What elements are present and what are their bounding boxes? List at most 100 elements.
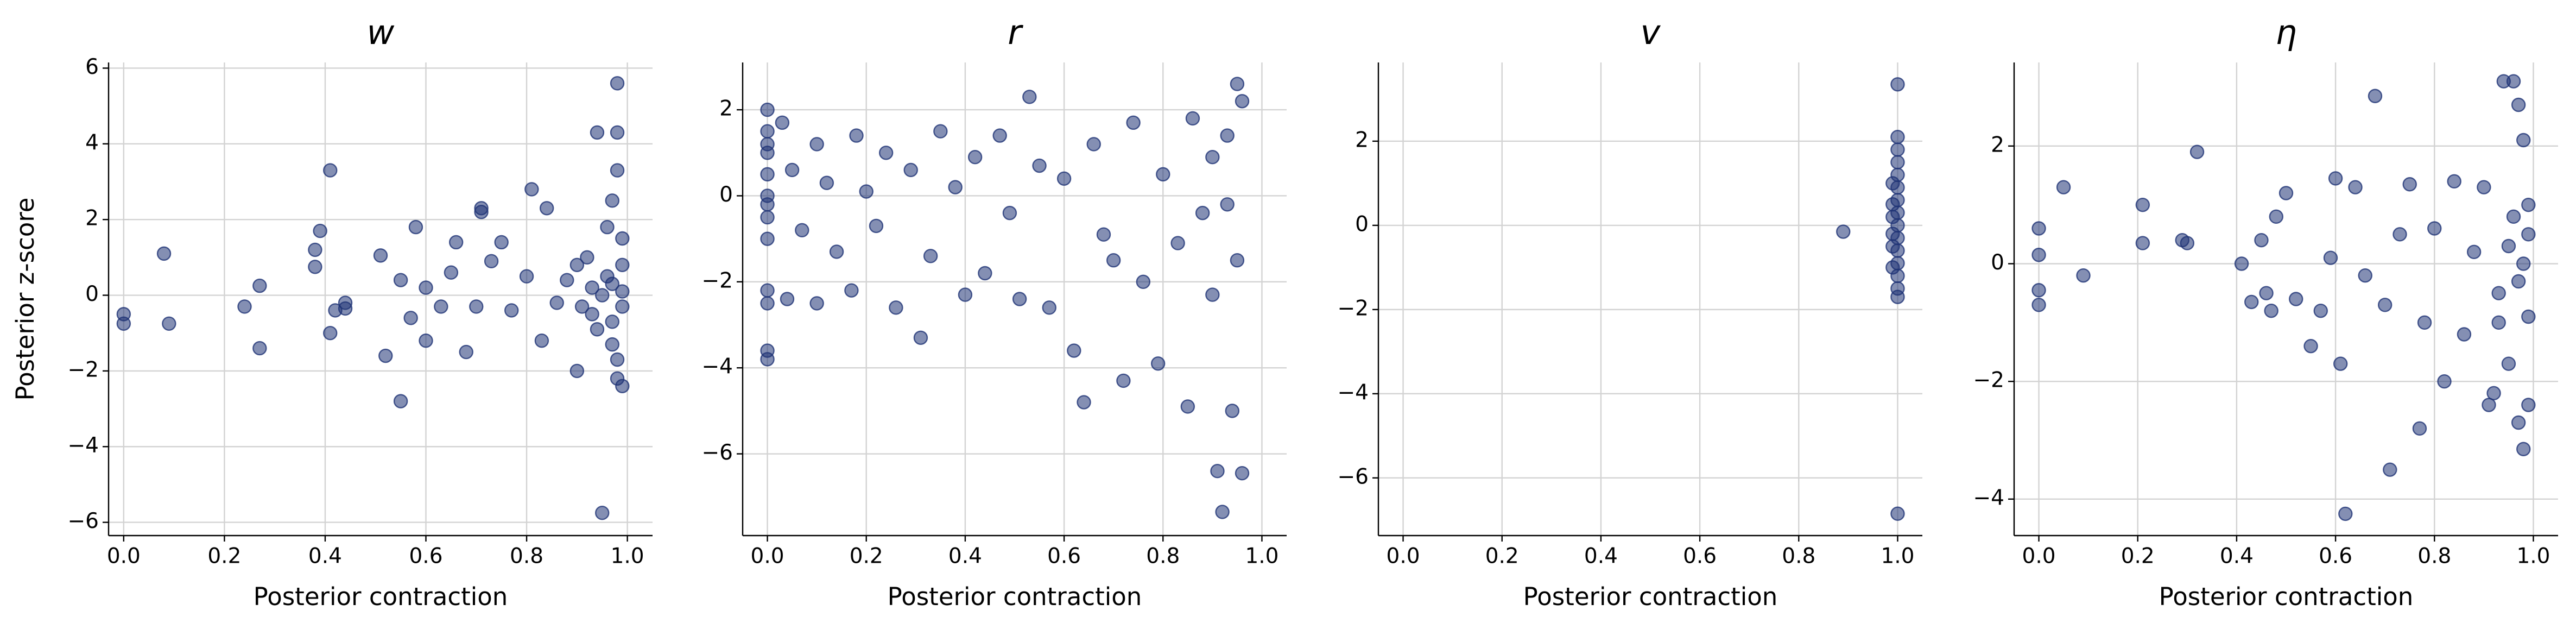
x-tick-label: 0.4: [308, 544, 342, 569]
point: [869, 218, 884, 234]
point: [1220, 128, 1235, 143]
point: [308, 260, 322, 274]
point: [1885, 176, 1900, 191]
point: [1205, 287, 1220, 302]
point: [1885, 239, 1900, 254]
point: [585, 280, 599, 295]
subplot-title: w: [367, 12, 395, 52]
point: [600, 269, 615, 284]
point: [600, 219, 615, 235]
point: [2278, 186, 2294, 200]
point: [809, 137, 824, 152]
point: [1056, 171, 1072, 186]
point: [393, 394, 408, 408]
point: [1042, 300, 1056, 315]
point: [615, 284, 630, 299]
point: [1220, 197, 1235, 212]
point: [1890, 142, 1905, 157]
point: [2259, 286, 2274, 300]
point: [2180, 236, 2195, 250]
y-tick-label: 4: [85, 130, 99, 155]
x-tick-label: 1.0: [611, 544, 644, 569]
point: [2323, 250, 2338, 265]
point: [2501, 356, 2516, 371]
point: [2289, 292, 2303, 306]
point: [2506, 74, 2521, 89]
point: [1150, 356, 1166, 371]
y-tick-label: −6: [68, 509, 99, 533]
point: [1836, 224, 1851, 239]
point: [580, 250, 594, 265]
y-tick-label: −4: [1338, 380, 1369, 405]
point: [1185, 111, 1200, 126]
point: [2333, 356, 2348, 371]
point: [933, 124, 948, 139]
point: [1890, 77, 1905, 92]
x-tick-label: 0.4: [1584, 544, 1618, 569]
point: [2031, 298, 2046, 312]
point: [595, 288, 610, 303]
point: [605, 193, 619, 208]
point: [1890, 155, 1905, 169]
point: [615, 257, 630, 272]
point: [809, 296, 824, 311]
point: [1002, 205, 1017, 221]
point: [590, 322, 605, 337]
point: [610, 352, 625, 367]
x-axis-label: Posterior contraction: [1523, 582, 1778, 611]
x-tick-label: 1.0: [2516, 544, 2550, 569]
point: [2516, 442, 2531, 456]
point: [760, 210, 775, 225]
point: [1077, 395, 1091, 410]
point: [2031, 283, 2046, 298]
point: [1230, 77, 1245, 91]
x-tick-label: 0.8: [2417, 544, 2451, 569]
point: [1215, 505, 1230, 519]
y-axis-label: Posterior z-score: [11, 198, 40, 401]
point: [760, 283, 775, 298]
point: [560, 273, 574, 287]
point: [2521, 197, 2536, 212]
point: [760, 197, 775, 212]
y-tick-label: −2: [1338, 296, 1369, 320]
point: [2254, 232, 2269, 248]
y-tick-label: 0: [1991, 250, 2004, 275]
point: [2056, 180, 2071, 194]
point: [605, 337, 619, 352]
point: [378, 348, 393, 363]
point: [610, 163, 625, 178]
point: [760, 137, 775, 152]
point: [419, 280, 433, 295]
point: [2358, 268, 2372, 283]
point: [1126, 115, 1141, 130]
point: [2189, 144, 2205, 159]
point: [610, 76, 625, 91]
point: [1086, 137, 1101, 152]
subplot: 0.0 0.2 0.4 0.6 0.8 1.0 −6 −4 −2 0 2 4 6 w Posterior c…: [11, 12, 653, 611]
point: [549, 295, 564, 310]
y-tick-label: 2: [85, 206, 99, 231]
point: [252, 341, 267, 356]
point: [484, 254, 499, 269]
point: [569, 363, 585, 379]
x-tick-label: 0.2: [207, 544, 241, 569]
point: [1022, 90, 1037, 104]
point: [2244, 294, 2259, 310]
point: [819, 175, 834, 190]
point: [1096, 227, 1111, 242]
point: [1885, 210, 1900, 224]
point: [2031, 248, 2046, 262]
point: [1106, 253, 1121, 268]
point: [1156, 167, 1170, 182]
point: [760, 231, 775, 246]
y-tick-label: 0: [85, 282, 99, 306]
y-tick-label: 0: [1355, 212, 1369, 236]
x-tick-label: 0.4: [2220, 544, 2254, 569]
y-tick-label: −6: [702, 441, 733, 465]
point: [116, 316, 131, 331]
point: [474, 201, 489, 216]
x-tick-label: 0.0: [1387, 544, 1420, 569]
point: [2477, 180, 2491, 194]
point: [338, 301, 353, 316]
